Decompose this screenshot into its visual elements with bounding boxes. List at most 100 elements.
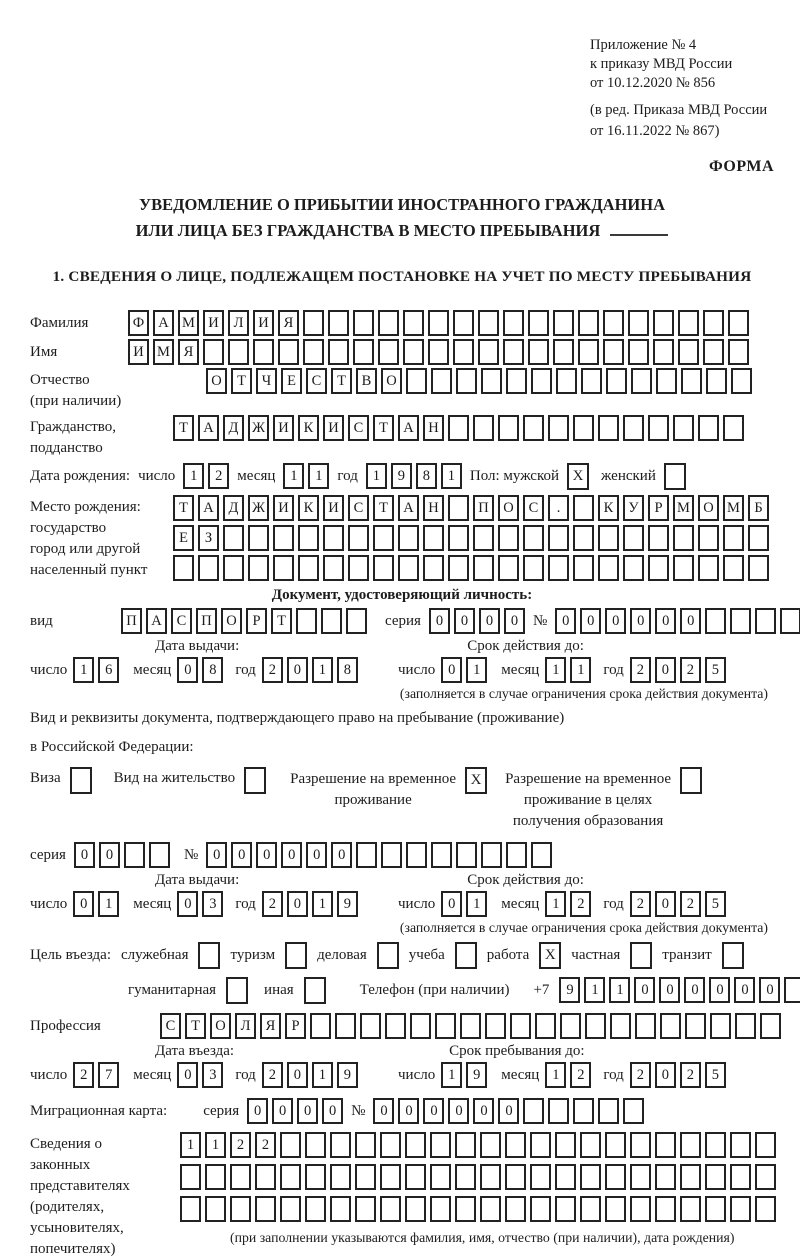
- char-cell[interactable]: О: [381, 367, 402, 394]
- char-cell[interactable]: [480, 1195, 501, 1222]
- char-cell[interactable]: [180, 1195, 201, 1222]
- char-cell[interactable]: А: [146, 607, 167, 634]
- char-cell[interactable]: [428, 309, 449, 336]
- char-cell[interactable]: [356, 841, 378, 868]
- char-cell[interactable]: 1: [311, 890, 333, 917]
- char-cell[interactable]: [755, 607, 777, 634]
- char-cell[interactable]: [648, 414, 669, 441]
- char-cell[interactable]: [435, 1012, 456, 1039]
- char-cell[interactable]: [280, 1131, 301, 1158]
- char-cell[interactable]: [378, 309, 399, 336]
- char-cell[interactable]: [485, 1012, 506, 1039]
- char-cell[interactable]: [403, 338, 424, 365]
- char-cell[interactable]: 0: [331, 841, 353, 868]
- char-cell[interactable]: 0: [605, 607, 627, 634]
- char-cell[interactable]: 0: [177, 1061, 199, 1088]
- char-cell[interactable]: [573, 1097, 595, 1124]
- char-cell[interactable]: [655, 1131, 676, 1158]
- char-cell[interactable]: [605, 1131, 626, 1158]
- char-cell[interactable]: [298, 554, 319, 581]
- char-cell[interactable]: К: [298, 414, 319, 441]
- char-cell[interactable]: [680, 1163, 701, 1190]
- char-cell[interactable]: [430, 1195, 451, 1222]
- char-cell[interactable]: Р: [285, 1012, 306, 1039]
- char-cell[interactable]: [755, 1131, 776, 1158]
- char-cell[interactable]: [323, 524, 344, 551]
- char-cell[interactable]: [353, 338, 374, 365]
- char-cell[interactable]: [548, 414, 569, 441]
- char-cell[interactable]: [223, 554, 244, 581]
- char-cell[interactable]: 0: [73, 841, 95, 868]
- char-cell[interactable]: [585, 1012, 606, 1039]
- char-cell[interactable]: [706, 367, 727, 394]
- char-cell[interactable]: 0: [555, 607, 577, 634]
- char-cell[interactable]: С: [171, 607, 192, 634]
- char-cell[interactable]: [498, 554, 519, 581]
- char-cell[interactable]: [748, 524, 769, 551]
- char-cell[interactable]: [180, 1163, 201, 1190]
- temp-residence-edu-checkbox[interactable]: [680, 766, 703, 794]
- char-cell[interactable]: [723, 524, 744, 551]
- char-cell[interactable]: 1: [545, 890, 567, 917]
- char-cell[interactable]: [523, 524, 544, 551]
- char-cell[interactable]: [455, 1131, 476, 1158]
- char-cell[interactable]: [653, 309, 674, 336]
- char-cell[interactable]: 0: [498, 1097, 520, 1124]
- char-cell[interactable]: 1: [180, 1131, 201, 1158]
- char-cell[interactable]: И: [323, 414, 344, 441]
- char-cell[interactable]: 0: [734, 977, 756, 1003]
- char-cell[interactable]: 5: [704, 656, 726, 683]
- char-cell[interactable]: 1: [466, 656, 488, 683]
- char-cell[interactable]: [623, 554, 644, 581]
- char-cell[interactable]: [580, 1131, 601, 1158]
- char-cell[interactable]: 8: [415, 463, 437, 489]
- char-cell[interactable]: 2: [570, 1061, 592, 1088]
- char-cell[interactable]: [731, 367, 752, 394]
- char-cell[interactable]: [730, 1195, 751, 1222]
- char-cell[interactable]: [698, 414, 719, 441]
- char-cell[interactable]: [531, 841, 553, 868]
- char-cell[interactable]: М: [673, 494, 694, 521]
- char-cell[interactable]: 1: [570, 656, 592, 683]
- char-cell[interactable]: 2: [629, 656, 651, 683]
- char-cell[interactable]: [473, 414, 494, 441]
- char-cell[interactable]: 0: [503, 607, 525, 634]
- char-cell[interactable]: [555, 1195, 576, 1222]
- char-cell[interactable]: [273, 524, 294, 551]
- char-cell[interactable]: 2: [679, 1061, 701, 1088]
- purpose-other-checkbox[interactable]: [303, 976, 326, 1004]
- char-cell[interactable]: [605, 1163, 626, 1190]
- sex-female-checkbox[interactable]: [663, 462, 686, 490]
- char-cell[interactable]: [453, 309, 474, 336]
- char-cell[interactable]: 0: [709, 977, 731, 1003]
- char-cell[interactable]: А: [153, 309, 174, 336]
- char-cell[interactable]: [481, 841, 503, 868]
- char-cell[interactable]: [448, 494, 469, 521]
- char-cell[interactable]: [431, 841, 453, 868]
- char-cell[interactable]: [503, 309, 524, 336]
- char-cell[interactable]: С: [348, 414, 369, 441]
- char-cell[interactable]: У: [623, 494, 644, 521]
- char-cell[interactable]: [656, 367, 677, 394]
- char-cell[interactable]: К: [298, 494, 319, 521]
- char-cell[interactable]: [498, 524, 519, 551]
- char-cell[interactable]: [548, 554, 569, 581]
- char-cell[interactable]: Е: [173, 524, 194, 551]
- char-cell[interactable]: [603, 338, 624, 365]
- char-cell[interactable]: 7: [98, 1061, 120, 1088]
- char-cell[interactable]: 0: [286, 656, 308, 683]
- char-cell[interactable]: [553, 338, 574, 365]
- char-cell[interactable]: [398, 524, 419, 551]
- char-cell[interactable]: [330, 1195, 351, 1222]
- char-cell[interactable]: 0: [272, 1097, 294, 1124]
- char-cell[interactable]: 0: [448, 1097, 470, 1124]
- char-cell[interactable]: [685, 1012, 706, 1039]
- char-cell[interactable]: [573, 554, 594, 581]
- char-cell[interactable]: О: [210, 1012, 231, 1039]
- char-cell[interactable]: Ч: [256, 367, 277, 394]
- char-cell[interactable]: [248, 524, 269, 551]
- char-cell[interactable]: [205, 1195, 226, 1222]
- char-cell[interactable]: Т: [331, 367, 352, 394]
- char-cell[interactable]: 2: [255, 1131, 276, 1158]
- char-cell[interactable]: [473, 554, 494, 581]
